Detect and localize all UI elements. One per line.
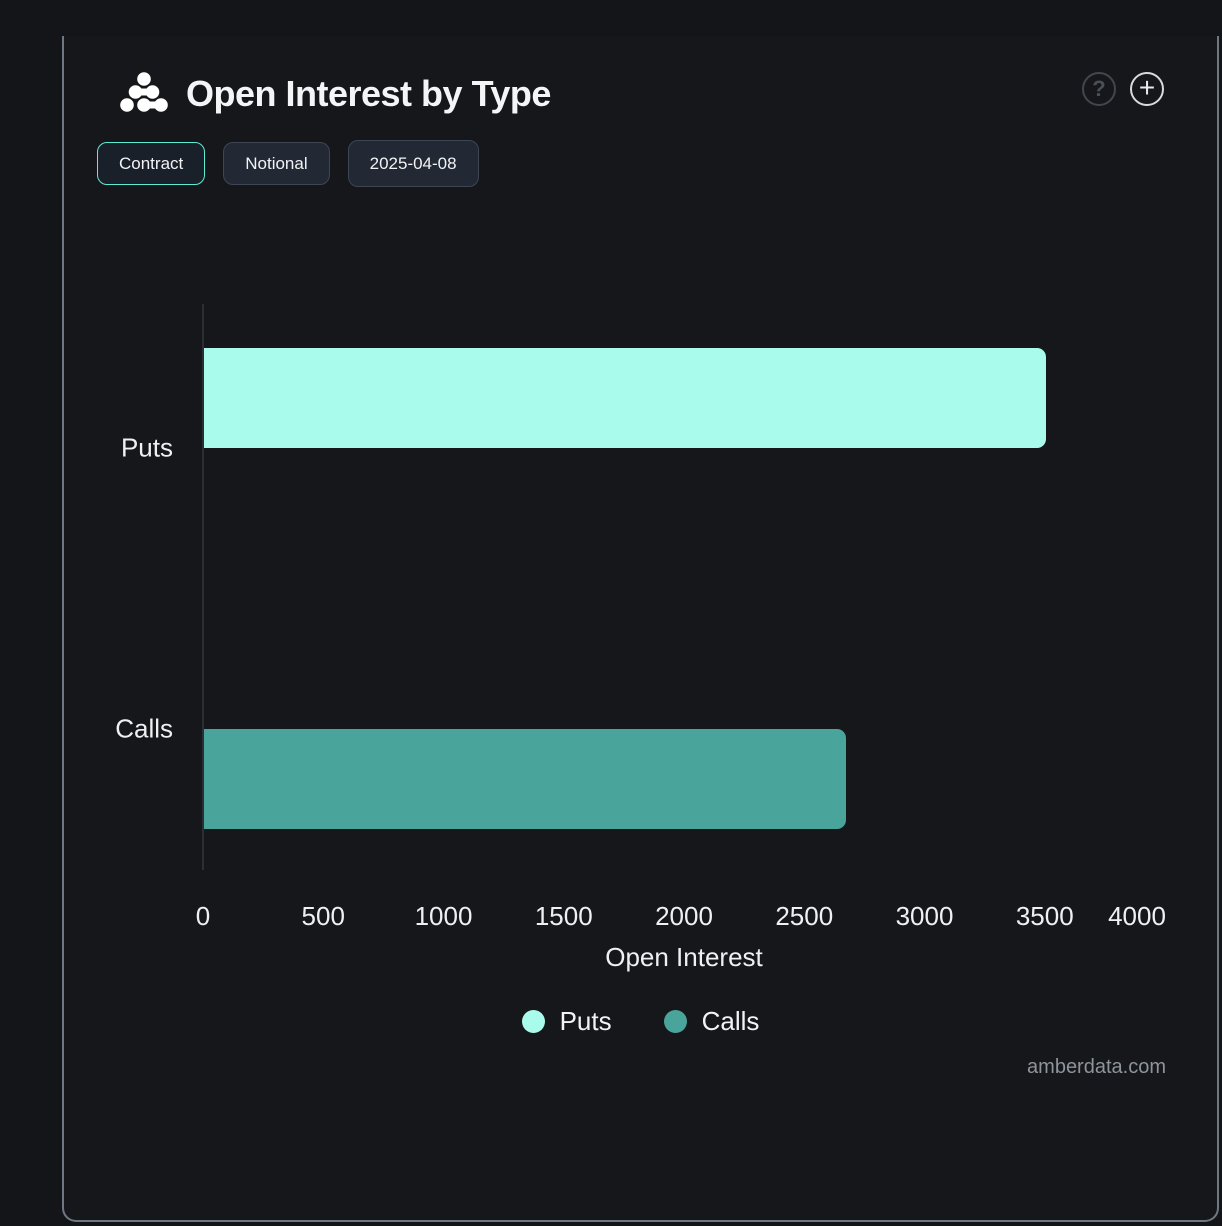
toolbar: Contract Notional 2025-04-08	[97, 140, 479, 187]
page-title: Open Interest by Type	[186, 73, 551, 114]
x-tick-label-0: 0	[195, 901, 211, 931]
y-axis-line	[202, 304, 204, 870]
x-tick-label-4000: 4000	[1108, 901, 1166, 931]
x-tick-label-1500: 1500	[534, 901, 593, 931]
contract-toggle-button[interactable]: Contract	[97, 142, 206, 185]
bar-calls[interactable]	[204, 729, 847, 830]
chart-legend: Puts Calls	[62, 1006, 1219, 1037]
legend-item-calls[interactable]: Calls	[663, 1006, 760, 1037]
y-category-label-calls: Calls	[115, 713, 173, 744]
legend-dot-puts	[521, 1010, 545, 1033]
amberdata-logo-icon	[120, 72, 168, 112]
legend-label-puts: Puts	[559, 1006, 612, 1036]
x-tick-label-2000: 2000	[655, 901, 713, 931]
x-tick-label-2500: 2500	[775, 901, 834, 931]
x-axis-ticks: 0 500 1000 1500 2000 2500 3000 3500 4000	[196, 901, 1166, 931]
legend-dot-calls	[663, 1010, 687, 1033]
plot-area	[204, 307, 1166, 870]
x-tick-label-500: 500	[301, 901, 345, 931]
bar-puts[interactable]	[204, 347, 1046, 448]
y-axis-labels: Puts Calls	[40, 307, 173, 870]
x-tick-label-1000: 1000	[414, 901, 473, 931]
header: Open Interest by Type	[118, 68, 551, 120]
add-icon[interactable]: +	[1130, 72, 1164, 106]
date-picker-button[interactable]: 2025-04-08	[347, 140, 479, 187]
corner-actions: ? +	[1082, 72, 1164, 106]
chart-card-panel	[62, 36, 1219, 1222]
watermark-text: amberdata.com	[1027, 1056, 1166, 1078]
x-axis-title: Open Interest	[605, 942, 763, 972]
x-tick-label-3000: 3000	[895, 901, 954, 931]
legend-label-calls: Calls	[701, 1006, 760, 1036]
help-icon[interactable]: ?	[1082, 72, 1116, 106]
notional-toggle-button[interactable]: Notional	[223, 142, 330, 185]
legend-item-puts[interactable]: Puts	[521, 1006, 612, 1037]
x-tick-label-3500: 3500	[1015, 901, 1074, 931]
y-category-label-puts: Puts	[120, 432, 173, 463]
